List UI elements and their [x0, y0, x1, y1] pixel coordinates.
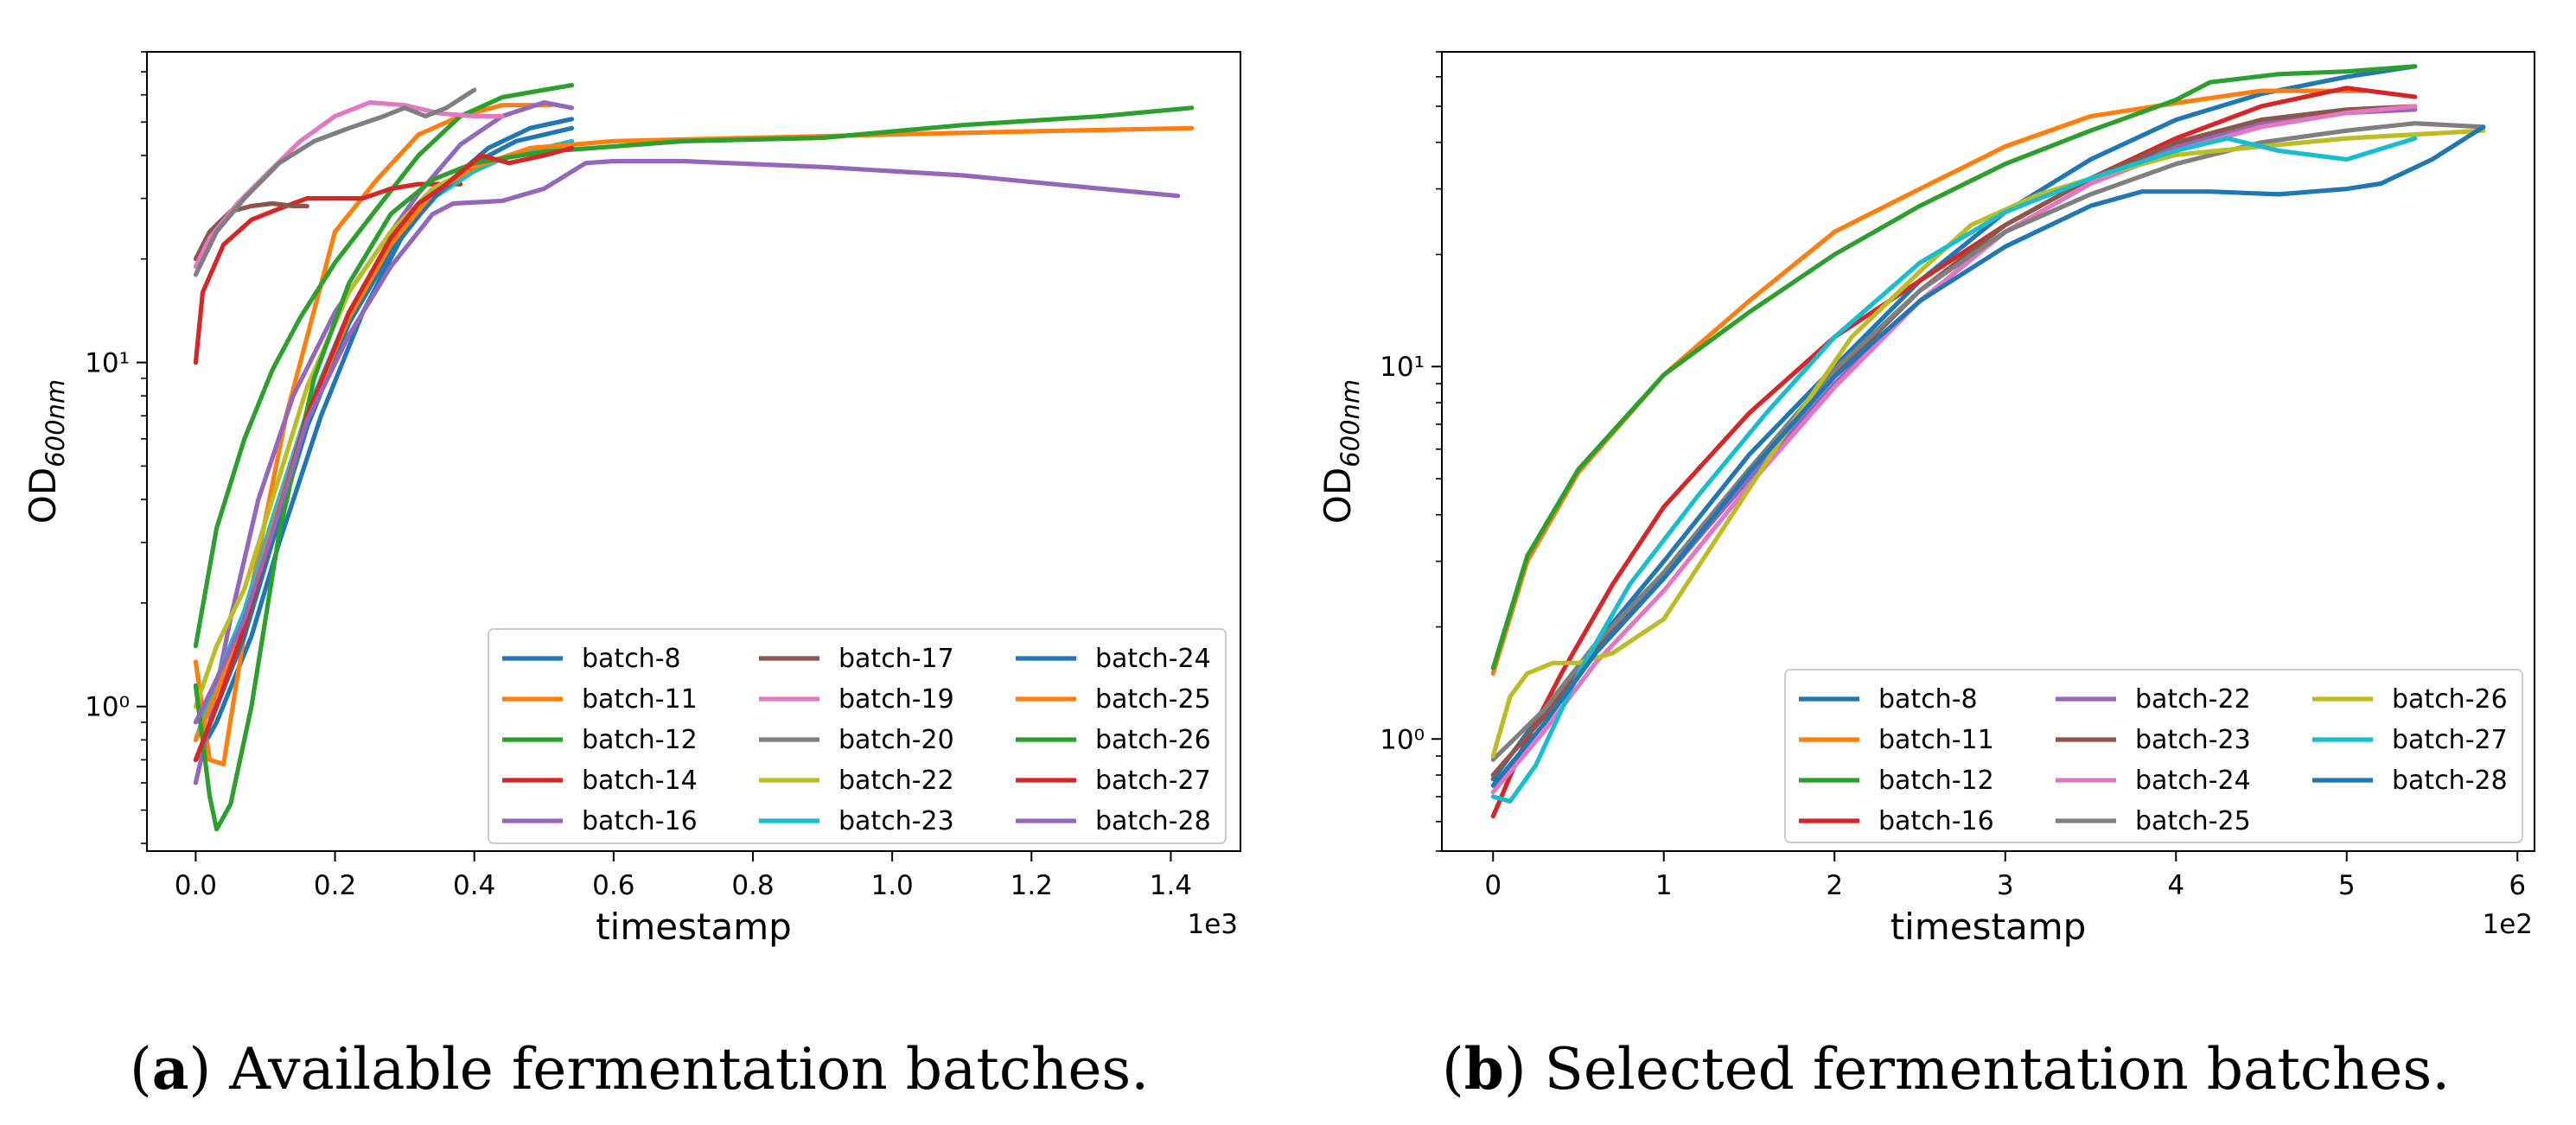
p0-y-tick-label-0: 10⁰ — [85, 692, 130, 723]
p1-legend-label-batch-27: batch-27 — [2392, 725, 2508, 755]
p0-legend-label-batch-11: batch-11 — [582, 684, 698, 715]
p0-x-tick-label-0: 0.0 — [175, 870, 217, 901]
p1-legend: batch-8 batch-11 batch-12 batch-16 batch-22 b… — [1784, 669, 2523, 843]
p0-legend-label-batch-27: batch-27 — [1095, 766, 1211, 796]
p0-legend-label-batch-22: batch-22 — [838, 766, 954, 796]
p0-y-tick-label-1: 10¹ — [85, 348, 130, 379]
p0-x-tick-label-5: 1.0 — [870, 870, 913, 901]
caption-b: (b) Selected fermentation batches. — [1442, 1035, 2450, 1103]
p0-x-tick-label-4: 0.8 — [731, 870, 774, 901]
p0-legend-label-batch-28: batch-28 — [1095, 806, 1211, 836]
p1-legend-label-batch-12: batch-12 — [1878, 766, 1994, 796]
p0-legend-box — [488, 628, 1227, 844]
p1-x-offset-label: 1e2 — [2482, 909, 2533, 940]
p0-series-batch-20 — [193, 87, 477, 277]
p1-x-tick-label-3: 3 — [1997, 870, 2014, 901]
p0-x-tick-label-1: 0.2 — [314, 870, 356, 901]
panel-b-chart: 0 1 2 3 4 5 610⁰10¹timestampOD600nm1e2batch-8b… — [1317, 51, 2535, 948]
p1-series-batch-27 — [1490, 136, 2418, 804]
p0-x-offset-label: 1e3 — [1187, 909, 1238, 940]
p0-legend-label-batch-26: batch-26 — [1095, 725, 1211, 755]
p1-x-tick-label-4: 4 — [2167, 870, 2184, 901]
p0-legend-label-batch-14: batch-14 — [582, 766, 698, 796]
p0-series-batch-12 — [193, 83, 575, 649]
p1-legend-label-batch-23: batch-23 — [2135, 725, 2251, 755]
p0-x-tick-label-3: 0.6 — [592, 870, 634, 901]
p0-legend-label-batch-23: batch-23 — [838, 806, 954, 836]
p0-x-axis-title: timestamp — [596, 906, 792, 948]
p1-x-axis-title: timestamp — [1891, 906, 2087, 948]
p1-series-batch-28 — [1490, 124, 2486, 788]
p1-series-batch-16 — [1490, 86, 2418, 819]
p0-axes-frame — [146, 51, 1241, 852]
p1-series-batch-25 — [1490, 121, 2486, 762]
p0-legend: batch-8 batch-11 batch-12 batch-14 batch-16 b… — [488, 628, 1227, 844]
p1-legend-label-batch-11: batch-11 — [1878, 725, 1994, 755]
p0-x-tick-label-2: 0.4 — [453, 870, 495, 901]
p0-y-axis-title: OD600nm — [22, 379, 70, 524]
p1-y-axis-title: OD600nm — [1317, 379, 1365, 524]
p0-legend-label-batch-25: batch-25 — [1095, 684, 1211, 715]
p1-legend-label-batch-25: batch-25 — [2135, 806, 2251, 836]
p1-axes-frame — [1441, 51, 2535, 852]
p0-legend-label-batch-8: batch-8 — [582, 644, 681, 674]
p1-x-tick-label-6: 6 — [2509, 870, 2526, 901]
p1-legend-label-batch-26: batch-26 — [2392, 684, 2508, 715]
p1-legend-label-batch-22: batch-22 — [2135, 684, 2251, 715]
p1-x-tick-label-0: 0 — [1484, 870, 1502, 901]
p0-x-tick-label-7: 1.4 — [1150, 870, 1192, 901]
p0-x-tick-label-6: 1.2 — [1011, 870, 1053, 901]
p0-legend-label-batch-24: batch-24 — [1095, 644, 1211, 674]
p0-legend-label-batch-17: batch-17 — [838, 644, 954, 674]
p0-legend-label-batch-16: batch-16 — [582, 806, 698, 836]
panel-a-chart: 0.0 0.2 0.4 0.6 0.8 1.0 1.2 1.4 10⁰ 10¹ timestamp O… — [22, 51, 1241, 948]
p1-series-batch-11 — [1490, 88, 2367, 676]
p0-legend-label-batch-12: batch-12 — [582, 725, 698, 755]
p1-legend-label-batch-16: batch-16 — [1878, 806, 1994, 836]
p1-series-group — [1490, 64, 2486, 819]
p1-legend-label-batch-28: batch-28 — [2392, 766, 2508, 796]
p1-legend-box — [1784, 669, 2523, 843]
caption-a: (a) Available fermentation batches. — [130, 1035, 1149, 1103]
p0-series-batch-14 — [193, 181, 463, 365]
p1-x-tick-label-2: 2 — [1826, 870, 1843, 901]
p1-x-tick-label-1: 1 — [1655, 870, 1673, 901]
p0-series-batch-26 — [193, 105, 1195, 832]
p1-x-tick-label-5: 5 — [2338, 870, 2356, 901]
p1-legend-label-batch-24: batch-24 — [2135, 766, 2251, 796]
p0-series-group — [193, 83, 1195, 832]
p0-series-batch-28 — [193, 158, 1181, 725]
p1-y-tick-label-0: 10⁰ — [1380, 724, 1425, 755]
p0-series-batch-17 — [193, 200, 309, 262]
p0-legend-label-batch-19: batch-19 — [838, 684, 954, 715]
p0-series-batch-27 — [193, 145, 575, 762]
p1-y-tick-label-1: 10¹ — [1380, 352, 1425, 383]
p1-legend-label-batch-8: batch-8 — [1878, 684, 1978, 715]
p0-legend-label-batch-20: batch-20 — [838, 725, 954, 755]
p0-series-batch-11 — [193, 103, 553, 766]
p1-series-batch-12 — [1490, 64, 2418, 671]
